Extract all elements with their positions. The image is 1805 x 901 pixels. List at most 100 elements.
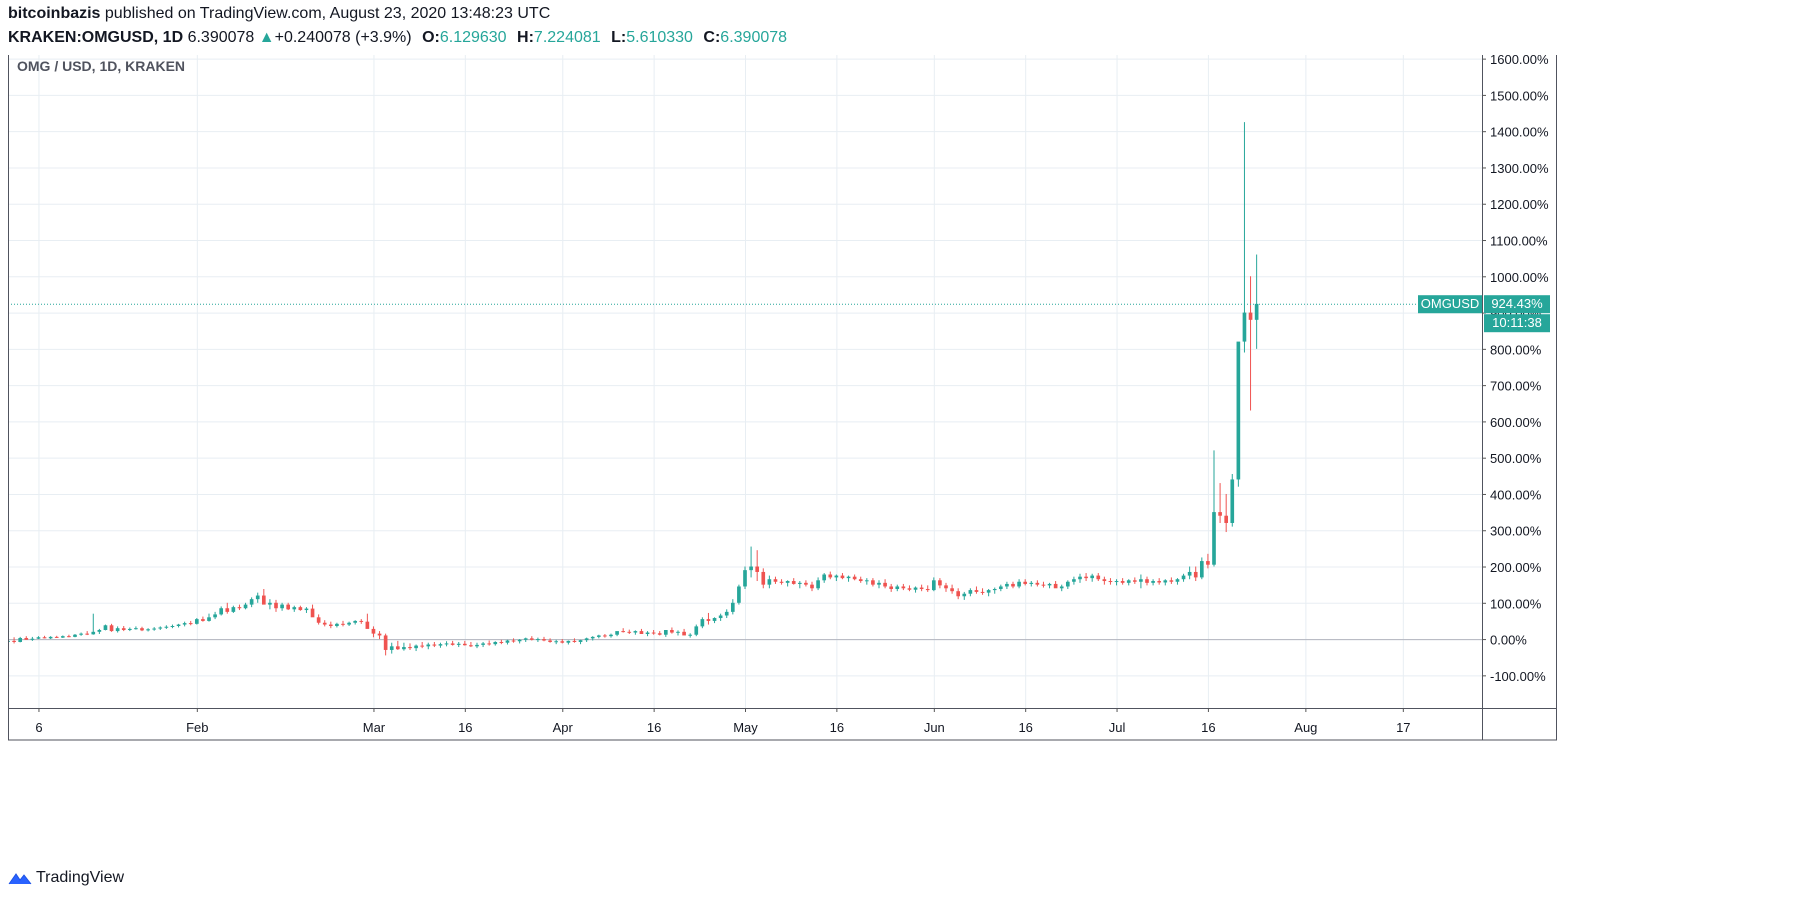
candle	[858, 576, 863, 583]
candle	[511, 638, 516, 643]
candle	[1236, 341, 1241, 487]
candle-body	[164, 626, 169, 628]
candle-body	[755, 566, 760, 572]
candle-body	[992, 589, 997, 591]
candle	[1078, 573, 1082, 583]
candle	[590, 636, 595, 641]
candle-body	[201, 619, 205, 621]
candle	[24, 636, 29, 640]
close-label: C:	[703, 29, 721, 46]
candle	[1126, 579, 1131, 586]
price-axis[interactable]: 1600.00% 1500.00% 1400.00% 1300.00% 1200.00%…	[1482, 55, 1549, 684]
candle-body	[426, 644, 431, 647]
candle	[779, 579, 784, 585]
price-chart[interactable]: 1600.00% 1500.00% 1400.00% 1300.00% 1200.00%…	[8, 55, 1805, 856]
candle	[134, 626, 138, 630]
candle-body	[73, 634, 77, 637]
candle-body	[925, 589, 930, 591]
candle	[1114, 579, 1119, 586]
chart-container[interactable]: 1600.00% 1500.00% 1400.00% 1300.00% 1200.00%…	[8, 55, 1805, 856]
candle-body	[225, 608, 230, 612]
candle-body	[54, 636, 59, 638]
tradingview-logo-icon	[8, 873, 32, 885]
candle	[310, 604, 315, 618]
candle-body	[353, 620, 358, 623]
candle	[1102, 576, 1107, 585]
candle	[998, 584, 1003, 592]
candle	[670, 627, 674, 634]
candle-body	[1206, 561, 1210, 565]
candle-body	[335, 623, 339, 627]
time-tick-label: Mar	[363, 720, 386, 735]
tradingview-footer[interactable]: TradingView	[8, 866, 124, 890]
candle-body	[584, 638, 589, 641]
candle-body	[852, 576, 857, 580]
candle	[152, 627, 157, 631]
candle-body	[194, 619, 199, 624]
candle	[889, 583, 894, 592]
candle	[572, 638, 577, 643]
candle	[542, 636, 546, 642]
time-tick-label: 16	[458, 720, 472, 735]
candle-body	[475, 644, 479, 647]
candle-body	[1126, 580, 1131, 583]
candle	[1029, 581, 1034, 587]
price-tick-label: 600.00%	[1490, 415, 1542, 430]
price-tick-label: 1000.00%	[1490, 270, 1549, 285]
candle	[919, 584, 924, 592]
candle-body	[261, 595, 266, 605]
candle-body	[408, 647, 412, 649]
candle	[127, 627, 132, 632]
candle	[706, 612, 711, 625]
candle-body	[499, 641, 504, 643]
candle-body	[255, 595, 260, 600]
candle	[341, 620, 345, 627]
candle-body	[846, 576, 851, 579]
candle	[712, 617, 717, 624]
candle	[536, 637, 540, 642]
time-tick-label: Apr	[553, 720, 574, 735]
candle	[1047, 582, 1052, 589]
candle	[931, 577, 936, 592]
candle-body	[749, 566, 753, 571]
candle	[828, 571, 833, 580]
close-value: 6.390078	[720, 29, 788, 46]
candle-body	[158, 627, 163, 629]
candle	[846, 575, 851, 582]
candle-body	[109, 625, 114, 632]
candle	[895, 584, 900, 592]
candle	[1084, 573, 1088, 582]
candle-body	[298, 607, 303, 611]
candle-body	[280, 604, 284, 609]
candle-body	[316, 617, 321, 623]
candle-body	[274, 602, 278, 609]
candle-body	[377, 633, 382, 636]
candle	[60, 635, 65, 638]
candle	[804, 580, 808, 587]
time-tick-label: Jun	[924, 720, 945, 735]
author-name[interactable]: bitcoinbazis	[8, 5, 101, 22]
candle	[255, 592, 260, 603]
candle-body	[140, 628, 144, 631]
candle	[676, 630, 680, 636]
candle	[925, 585, 930, 592]
candle	[1157, 578, 1162, 585]
candle	[1163, 579, 1168, 586]
candle-body	[651, 632, 656, 634]
candle-body	[919, 587, 924, 590]
candle-body	[676, 631, 680, 633]
candle	[91, 613, 96, 635]
candle-body	[913, 587, 918, 590]
candle	[852, 574, 857, 581]
candle-body	[1199, 561, 1204, 578]
candle-body	[304, 608, 309, 611]
candle-body	[188, 623, 193, 625]
candle-body	[1242, 312, 1247, 342]
price-tick-label: 1600.00%	[1490, 55, 1549, 67]
candle-body	[1224, 515, 1229, 523]
candle-body	[341, 623, 345, 625]
candle-body	[639, 631, 644, 634]
candle-body	[36, 637, 41, 639]
candle-body	[743, 570, 747, 587]
time-axis[interactable]: 6 Feb Mar 16 Apr 16 May 16 Jun 16 Jul 16 Aug 17	[35, 708, 1411, 735]
